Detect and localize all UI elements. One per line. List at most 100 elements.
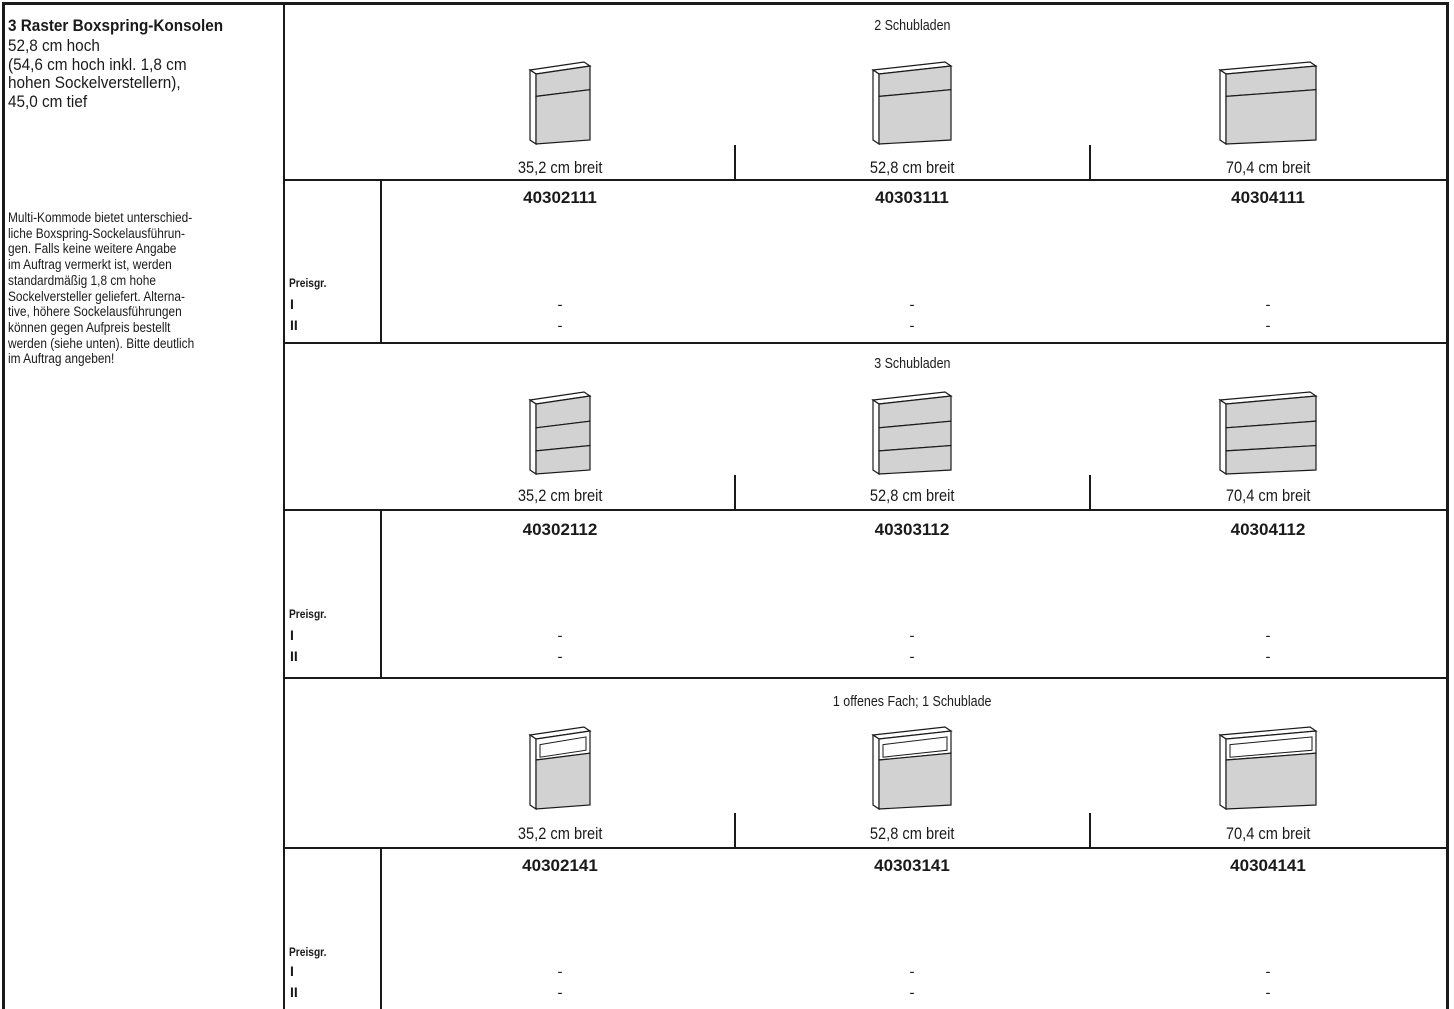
description-line: tive, höhere Sockelausführungen [8,304,182,320]
rule [284,179,1447,181]
price: - [557,296,563,314]
price: - [557,648,563,666]
rule [283,2,285,1009]
cabinet-part [1219,398,1227,476]
width-label: 70,4 cm breit [1225,486,1311,505]
rule [380,510,382,678]
price: - [1265,648,1271,666]
price: - [909,627,915,645]
article-number: 40304112 [1230,520,1306,539]
price: - [1265,627,1271,645]
cabinet-part [529,733,537,811]
rule [734,475,736,510]
price: - [1265,963,1271,981]
rule [1089,145,1091,180]
rule [380,180,382,343]
cabinet-part [529,398,537,476]
width-label: 35,2 cm breit [517,158,603,177]
rule [1089,813,1091,848]
cabinet-part [1219,733,1227,811]
rule [284,342,1447,344]
price: - [909,317,915,335]
description-line: liche Boxspring-Sockelausführun- [8,225,185,241]
price-label: Preisgr. [289,607,327,621]
width-label: 52,8 cm breit [869,486,955,505]
price-group: I [290,963,294,979]
rule [734,145,736,180]
price: - [909,963,915,981]
cabinet-part [872,398,880,476]
section-title: 3 Schubladen [873,356,951,372]
price: - [557,984,563,1002]
article-number: 40303111 [875,188,949,207]
rule [2,2,1449,5]
rule [1089,475,1091,510]
width-label: 35,2 cm breit [517,824,603,843]
price-group: I [290,296,294,312]
article-number: 40304111 [1231,188,1305,207]
rule [284,677,1447,679]
cabinet-part [529,68,537,146]
cabinet-part [1225,752,1317,810]
price: - [557,627,563,645]
description-line: Sockelversteller geliefert. Alterna- [8,288,185,304]
price-label: Preisgr. [289,276,327,290]
title: 3 Raster Boxspring-Konsolen [8,16,224,35]
section-title: 1 offenes Fach; 1 Schublade [832,694,992,710]
price: - [909,648,915,666]
cabinet-part [1219,68,1227,146]
cabinet-part [872,68,880,146]
spec: (54,6 cm hoch inkl. 1,8 cm [8,54,187,74]
cabinet-part [878,89,952,145]
description-line: im Auftrag angeben! [8,351,115,367]
cabinet-part [1229,736,1313,758]
cabinet-part [872,733,880,811]
rule [380,848,382,1009]
price: - [557,317,563,335]
cabinet-part [878,444,952,475]
cabinet-part [878,752,952,810]
rule [284,509,1447,511]
cabinet-part [1225,444,1317,475]
price-label: Preisgr. [289,945,327,959]
width-label: 52,8 cm breit [869,158,955,177]
width-label: 70,4 cm breit [1225,824,1311,843]
rule [734,813,736,848]
description-line: im Auftrag vermerkt ist, werden [8,257,172,273]
cabinet-part [535,752,591,810]
rule [1446,2,1449,1009]
rule [2,2,5,1009]
spec: 52,8 cm hoch [8,36,100,55]
price: - [909,296,915,314]
width-label: 52,8 cm breit [869,824,955,843]
price: - [557,963,563,981]
description-line: werden (siehe unten). Bitte deutlich [8,335,195,351]
rule [284,847,1447,849]
price-group: II [290,984,298,1000]
cabinet-part [535,444,591,475]
description-line: standardmäßig 1,8 cm hohe [8,272,156,288]
cabinet-part [535,89,591,145]
article-number: 40302112 [522,520,598,539]
description-line: können gegen Aufpreis bestellt [8,319,171,335]
width-label: 35,2 cm breit [517,486,603,505]
price: - [1265,317,1271,335]
description-line: gen. Falls keine weitere Angabe [8,241,177,257]
price: - [1265,296,1271,314]
article-number: 40304141 [1230,856,1306,875]
price-group: II [290,648,298,664]
price: - [909,984,915,1002]
article-number: 40302141 [522,856,598,875]
price-group: II [290,317,298,333]
cabinet-part [1225,89,1317,145]
section-title: 2 Schubladen [873,18,951,34]
cabinet-part [539,736,587,758]
spec: hohen Sockelverstellern), [8,73,181,92]
cabinet-part [882,736,948,758]
article-number: 40303112 [874,520,950,539]
price-group: I [290,627,294,643]
spec: 45,0 cm tief [8,91,88,111]
description-line: Multi-Kommode bietet unterschied- [8,210,193,225]
